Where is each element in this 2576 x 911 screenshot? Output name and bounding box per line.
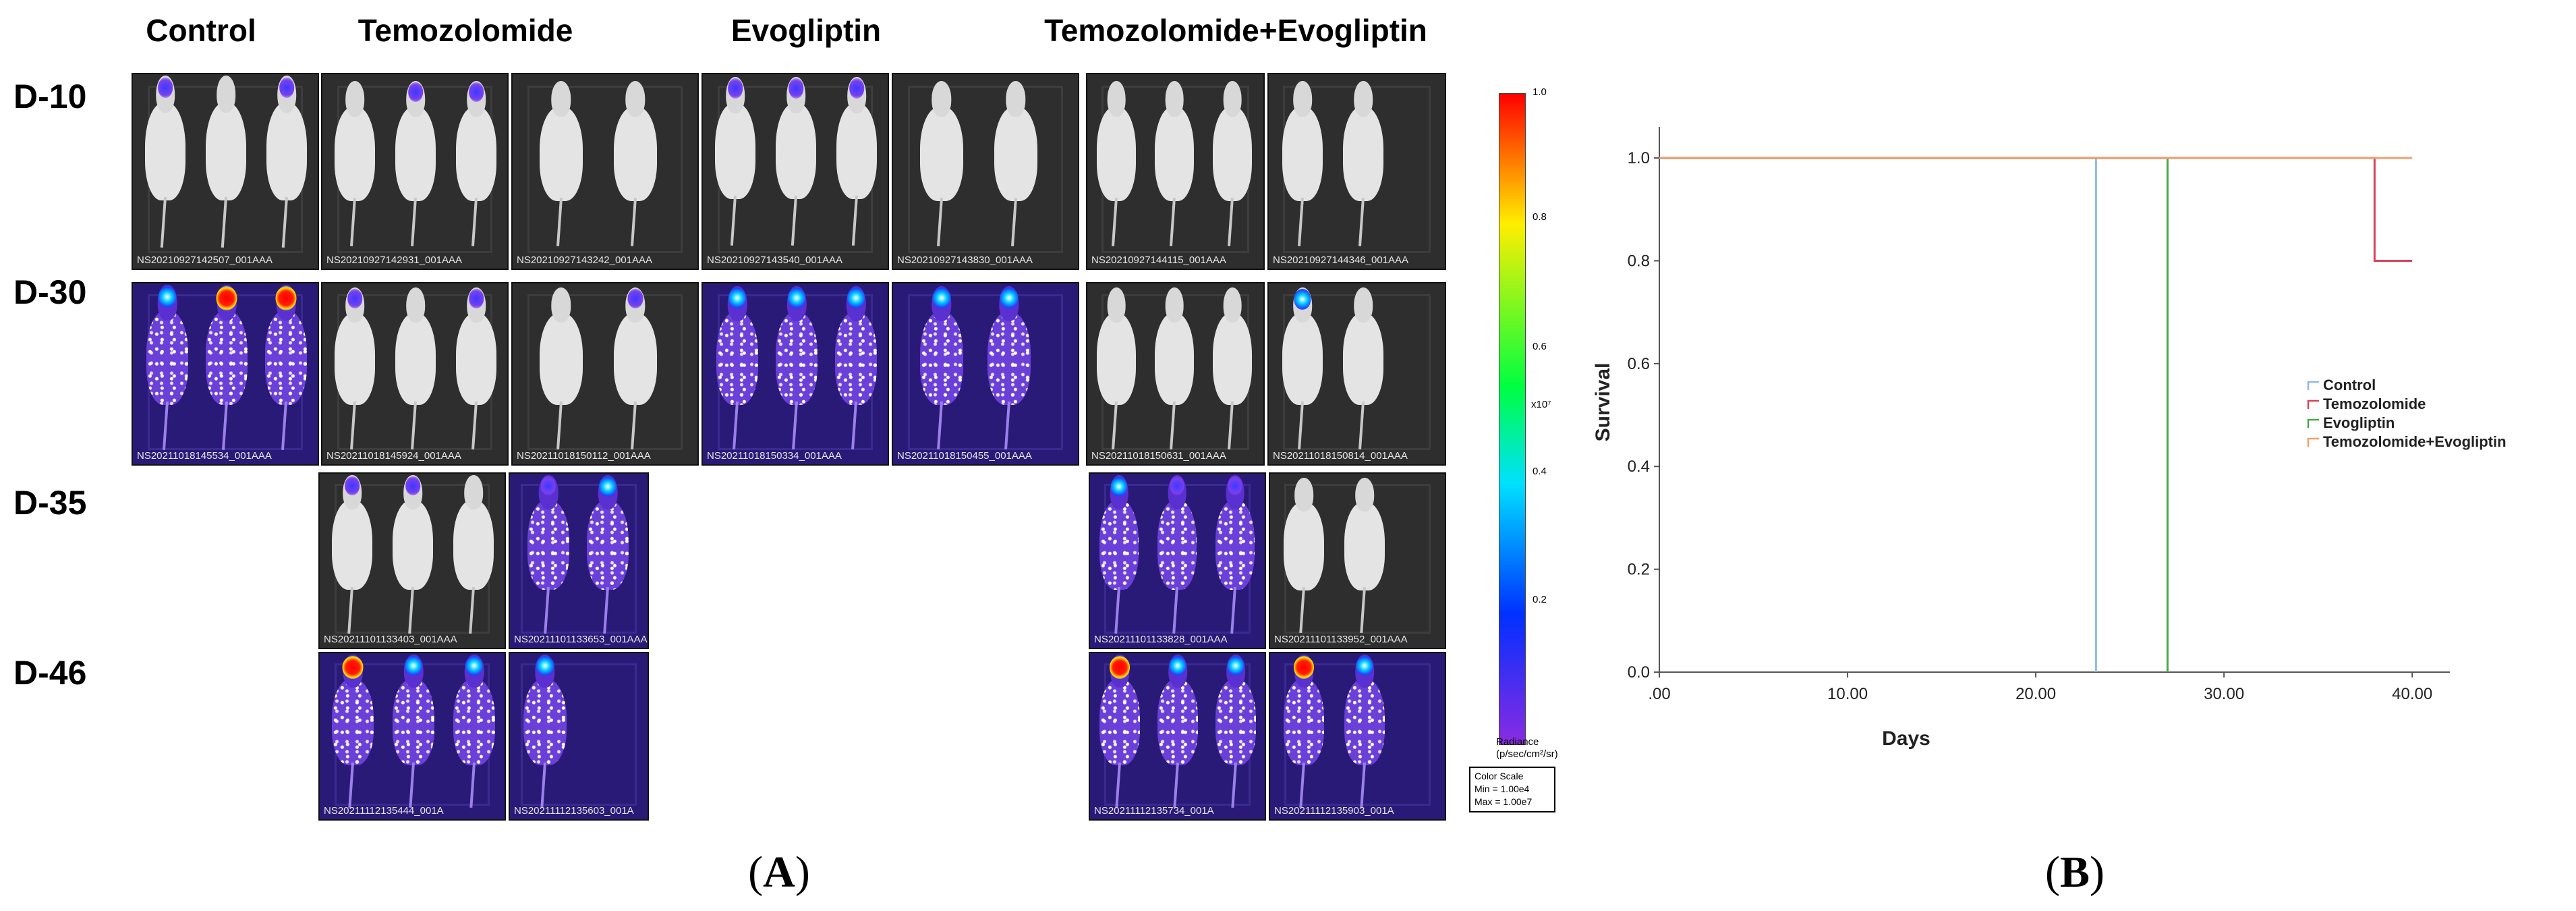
image-d35-combination-1: NS20211101133828_001AAA	[1089, 472, 1266, 649]
group-label-evogliptin: Evogliptin	[731, 13, 882, 48]
panel-a-letter: A	[763, 848, 795, 897]
survival-chart: 0.0 0.2 0.4 0.6 0.8 1.0 .00 10.00 20.00 30.00 40.0…	[1592, 127, 2507, 750]
day-label-d30: D-30	[13, 273, 87, 311]
image-d46-combination-2: NS20211112135903_001A	[1269, 652, 1446, 821]
x-tick-label: .00	[1648, 685, 1670, 703]
survival-line-2	[1659, 157, 2169, 672]
image-caption: NS20211112135444_001A	[324, 805, 444, 817]
color-scale-max: Max = 1.00e7	[1475, 796, 1533, 807]
legend-label: Temozolomide+Evogliptin	[2323, 433, 2507, 450]
legend-swatch	[2307, 437, 2319, 447]
image-caption: NS20211018145534_001AAA	[137, 450, 272, 462]
day-label-d35: D-35	[13, 484, 87, 522]
image-caption: NS20211018150112_001AAA	[517, 450, 651, 462]
image-d30-temozolomide-1: NS20211018145924_001AAA	[321, 282, 509, 466]
image-caption: NS20211018150334_001AAA	[707, 450, 842, 462]
image-caption: NS20211018150455_001AAA	[897, 450, 1032, 462]
color-scale-title: Color Scale	[1475, 771, 1524, 781]
color-scale-min: Min = 1.00e4	[1475, 783, 1530, 794]
image-caption: NS20211101133828_001AAA	[1094, 634, 1228, 645]
image-d30-evogliptin-1: NS20211018150334_001AAA	[702, 282, 889, 466]
colorbar-tick: 0.6	[1533, 341, 1547, 352]
image-d10-combination-1: NS20210927144115_001AAA	[1086, 73, 1265, 270]
y-tick-label: 0.8	[1628, 252, 1650, 270]
image-caption: NS20210927143830_001AAA	[897, 254, 1033, 266]
image-caption: NS20211101133403_001AAA	[324, 634, 457, 645]
day-label-d46: D-46	[13, 654, 87, 692]
image-d35-temozolomide-1: NS20211101133403_001AAA	[318, 472, 506, 649]
group-label-combination: Temozolomide+Evogliptin	[1044, 13, 1427, 48]
colorbar-tick: 0.2	[1533, 594, 1547, 605]
day-label-d10: D-10	[13, 78, 87, 115]
color-scale-box: Color Scale Min = 1.00e4 Max = 1.00e7	[1469, 767, 1555, 812]
x-tick-label: 20.00	[2015, 685, 2056, 703]
group-label-temozolomide: Temozolomide	[357, 13, 573, 48]
image-caption: NS20211112135903_001A	[1274, 805, 1394, 817]
image-caption: NS20210927144346_001AAA	[1273, 254, 1409, 266]
legend-label: Control	[2323, 377, 2376, 393]
image-caption: NS20211112135603_001A	[514, 805, 634, 817]
survival-line-1	[1659, 157, 2413, 262]
colorbar-units: (p/sec/cm²/sr)	[1496, 748, 1558, 760]
image-d30-combination-1: NS20211018150631_001AAA	[1086, 282, 1265, 466]
y-tick-label: 0.2	[1628, 561, 1650, 579]
panel-b-letter: B	[2059, 848, 2090, 897]
y-tick-label: 1.0	[1628, 149, 1650, 167]
legend-swatch	[2307, 381, 2319, 390]
image-d30-evogliptin-2: NS20211018150455_001AAA	[892, 282, 1079, 466]
image-caption: NS20210927143242_001AAA	[517, 254, 653, 266]
image-d10-temozolomide-2: NS20210927143242_001AAA	[511, 73, 699, 270]
colorbar-tick: 0.4	[1533, 466, 1547, 477]
x-axis-title: Days	[1882, 727, 1930, 750]
image-d30-control: NS20211018145534_001AAA	[132, 282, 319, 466]
radiance-colorbar	[1499, 93, 1526, 745]
x-tick-label: 30.00	[2204, 685, 2244, 703]
legend-swatch	[2307, 418, 2319, 428]
image-caption: NS20210927142931_001AAA	[326, 254, 463, 266]
survival-line-0	[1659, 157, 2097, 672]
image-caption: NS20211018145924_001AAA	[326, 450, 461, 462]
image-d46-temozolomide-1: NS20211112135444_001A	[318, 652, 506, 821]
colorbar-tick: 0.8	[1533, 211, 1547, 223]
image-caption: NS20210927142507_001AAA	[137, 254, 273, 266]
colorbar-tick: 1.0	[1533, 86, 1547, 98]
legend-swatch	[2307, 399, 2319, 409]
legend-label: Evogliptin	[2323, 414, 2395, 431]
colorbar-multiplier: x10⁷	[1531, 399, 1551, 410]
colorbar-title: Radiance	[1496, 736, 1539, 748]
image-d10-combination-2: NS20210927144346_001AAA	[1267, 73, 1446, 270]
panel-a-label: (A)	[748, 848, 810, 897]
image-d46-temozolomide-2: NS20211112135603_001A	[509, 652, 649, 821]
image-d30-combination-2: NS20211018150814_001AAA	[1267, 282, 1446, 466]
image-caption: NS20211101133653_001AAA	[514, 634, 648, 645]
image-caption: NS20211018150814_001AAA	[1273, 450, 1408, 462]
image-caption: NS20210927143540_001AAA	[707, 254, 843, 266]
image-d10-temozolomide-1: NS20210927142931_001AAA	[321, 73, 509, 270]
image-caption: NS20210927144115_001AAA	[1091, 254, 1226, 266]
image-d46-combination-1: NS20211112135734_001A	[1089, 652, 1266, 821]
y-tick-label: 0.0	[1628, 663, 1650, 682]
image-d30-temozolomide-2: NS20211018150112_001AAA	[511, 282, 699, 466]
image-caption: NS20211112135734_001A	[1094, 805, 1214, 817]
x-tick-label: 40.00	[2392, 685, 2432, 703]
y-tick-label: 0.6	[1628, 355, 1650, 373]
image-d10-control: NS20210927142507_001AAA	[132, 73, 319, 270]
image-caption: NS20211018150631_001AAA	[1091, 450, 1226, 462]
image-d10-evogliptin-2: NS20210927143830_001AAA	[892, 73, 1079, 270]
group-label-control: Control	[146, 13, 256, 48]
x-tick-label: 10.00	[1827, 685, 1868, 703]
image-d35-combination-2: NS20211101133952_001AAA	[1269, 472, 1446, 649]
image-caption: NS20211101133952_001AAA	[1274, 634, 1408, 645]
y-axis-title: Survival	[1592, 363, 1614, 442]
legend-label: Temozolomide	[2323, 395, 2426, 412]
panel-b-label: (B)	[2045, 848, 2105, 897]
y-tick-label: 0.4	[1628, 458, 1650, 476]
image-d35-temozolomide-2: NS20211101133653_001AAA	[509, 472, 649, 649]
image-d10-evogliptin-1: NS20210927143540_001AAA	[702, 73, 889, 270]
